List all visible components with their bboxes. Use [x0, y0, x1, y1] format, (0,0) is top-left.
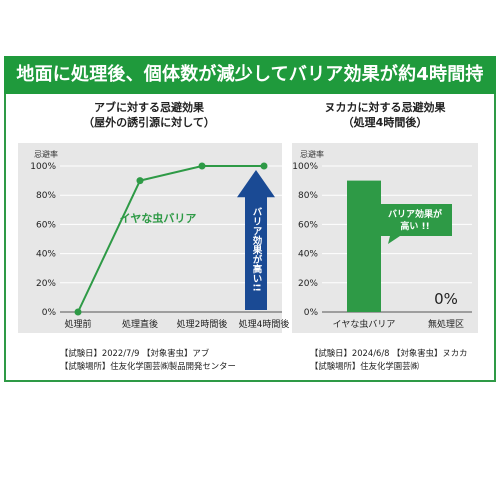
left-x-tick-label: 処理前: [64, 318, 91, 330]
right-chart-panel: [292, 143, 478, 333]
left-y-tick-label: 60%: [36, 220, 56, 230]
speech-bubble: [378, 204, 452, 244]
right-info-line-1: 【試験日】2024/6/8 【対象害虫】ヌカカ: [310, 348, 468, 358]
right-chart-subtitle: （処理4時間後）: [342, 116, 428, 129]
left-y-tick-label: 80%: [36, 191, 56, 201]
right-y-tick-label: 0%: [304, 308, 319, 318]
left-y-tick-label: 40%: [36, 250, 56, 260]
left-chart-panel: [18, 143, 282, 333]
series-line: [77, 165, 264, 313]
data-point: [260, 162, 268, 170]
blue-up-arrow: [237, 170, 275, 310]
right-chart-title: ヌカカに対する忌避効果 （処理4時間後）: [290, 100, 480, 130]
left-test-info: 【試験日】2022/7/9 【対象害虫】アブ 【試験場所】住友化学園芸㈱製品開発…: [60, 347, 236, 373]
bar-value-label: 0%: [434, 290, 458, 308]
data-point: [136, 177, 144, 185]
left-info-line-1: 【試験日】2022/7/9 【対象害虫】アブ: [60, 348, 210, 358]
right-y-tick-label: 100%: [292, 162, 318, 172]
left-x-tick-label: 処理直後: [122, 318, 158, 330]
headline-banner: 地面に処理後、個体数が減少してバリア効果が約4時間持続!: [4, 56, 496, 123]
right-x-tick-label: 無処理区: [428, 318, 464, 330]
right-info-line-2: 【試験場所】住友化学園芸㈱: [310, 361, 419, 371]
left-chart-subtitle: （屋外の誘引源に対して）: [83, 116, 215, 129]
right-y-tick-label: 80%: [298, 191, 318, 201]
left-x-tick-label: 処理4時間後: [239, 318, 290, 330]
right-chart-title-main: ヌカカに対する忌避効果: [324, 101, 446, 114]
data-point: [74, 308, 82, 316]
data-point: [198, 162, 206, 170]
right-y-tick-label: 20%: [298, 279, 318, 289]
left-y-tick-label: 20%: [36, 279, 56, 289]
left-chart-title-main: アブに対する忌避効果: [94, 101, 204, 114]
arrow-annotation: バリア効果が高い!!: [251, 207, 264, 292]
right-y-tick-label: 40%: [298, 250, 318, 260]
headline-text: 地面に処理後、個体数が減少してバリア効果が約4時間持続!: [16, 64, 484, 123]
right-x-tick-label: イヤな虫バリア: [333, 318, 396, 330]
bubble-text-line: 高い !!: [400, 220, 429, 232]
right-y-tick-label: 60%: [298, 220, 318, 230]
left-y-tick-label: 100%: [30, 162, 56, 172]
left-info-line-2: 【試験場所】住友化学園芸㈱製品開発センター: [60, 361, 236, 371]
bubble-text-line: バリア効果が: [388, 208, 443, 220]
right-test-info: 【試験日】2024/6/8 【対象害虫】ヌカカ 【試験場所】住友化学園芸㈱: [310, 347, 468, 373]
right-y-axis-label: 忌避率: [300, 149, 324, 159]
left-y-axis-label: 忌避率: [34, 149, 58, 159]
series-label: イヤな虫バリア: [120, 211, 197, 225]
bar: [347, 180, 381, 312]
left-x-tick-label: 処理2時間後: [177, 318, 228, 330]
left-y-tick-label: 0%: [42, 308, 57, 318]
left-chart-title: アブに対する忌避効果 （屋外の誘引源に対して）: [18, 100, 280, 130]
